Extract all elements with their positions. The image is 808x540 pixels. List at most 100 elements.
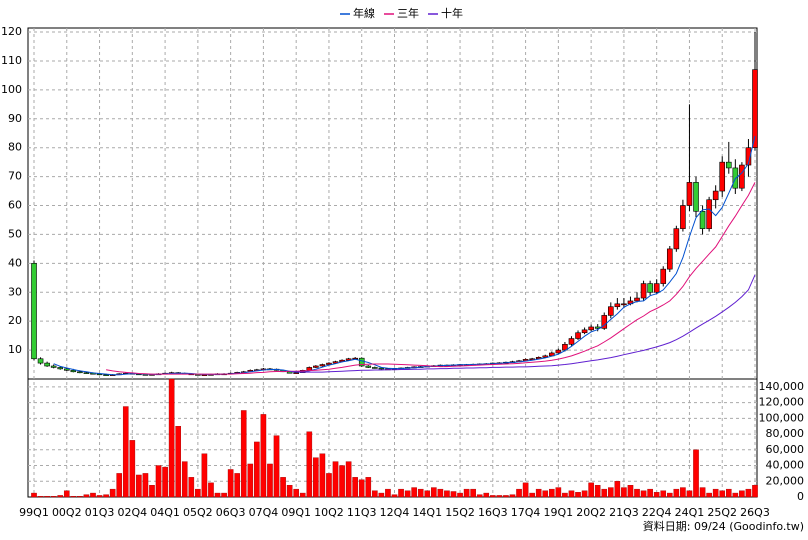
- ma-line: [53, 135, 756, 376]
- volume-bar: [358, 479, 365, 498]
- volume-bar: [149, 485, 155, 498]
- candle-body: [752, 69, 758, 148]
- volume-bar: [686, 490, 693, 498]
- volume-bar: [195, 488, 201, 498]
- y-tick-label: 100: [1, 83, 22, 96]
- x-tick-label: 00Q2: [52, 506, 82, 519]
- y2-tick-label: 40,000: [766, 459, 805, 472]
- y-tick-label: 110: [1, 54, 22, 67]
- volume-bar: [90, 492, 96, 498]
- candle-body: [621, 303, 627, 306]
- volume-bar: [706, 492, 712, 498]
- candle-body: [542, 355, 549, 358]
- volume-bar: [122, 406, 129, 498]
- ma-line: [106, 182, 756, 375]
- volume-bar: [516, 488, 522, 498]
- candle-body: [725, 161, 732, 169]
- candle-body: [634, 297, 640, 302]
- candle-body: [70, 370, 77, 373]
- x-tick-label: 10Q2: [314, 506, 344, 519]
- volume-bar: [496, 495, 503, 498]
- candle-body: [293, 372, 299, 374]
- volume-bar: [254, 441, 260, 498]
- volume-bar: [568, 490, 575, 498]
- candle-body: [50, 365, 57, 368]
- x-tick-label: 04Q1: [150, 506, 180, 519]
- volume-bar: [699, 487, 706, 498]
- volume-bar: [385, 488, 391, 498]
- volume-bar: [634, 488, 640, 498]
- volume-bar: [352, 477, 358, 498]
- y-tick-label: 20: [8, 314, 22, 327]
- candle-body: [332, 361, 339, 364]
- candle-body: [319, 364, 326, 367]
- volume-bar: [719, 490, 726, 498]
- x-tick-label: 17Q4: [511, 506, 541, 519]
- x-tick-label: 15Q2: [445, 506, 475, 519]
- y-tick-label: 30: [8, 285, 22, 298]
- volume-bar: [470, 488, 476, 498]
- volume-bar: [588, 482, 594, 498]
- y-tick-label: 120: [1, 25, 22, 38]
- x-tick-label: 21Q3: [609, 506, 639, 519]
- volume-bar: [457, 492, 463, 498]
- volume-bar: [437, 488, 444, 498]
- volume-bar: [693, 449, 699, 498]
- volume-bar: [608, 487, 614, 498]
- y2-tick-label: 60,000: [766, 443, 805, 456]
- volume-bar: [522, 482, 529, 498]
- volume-bar: [555, 487, 562, 498]
- candle-body: [739, 164, 745, 189]
- volume-bar: [372, 490, 378, 498]
- candle-body: [607, 306, 614, 316]
- volume-bar: [299, 492, 306, 498]
- candle-body: [614, 303, 621, 308]
- legend-label: 三年: [397, 6, 419, 20]
- y-tick-label: 60: [8, 199, 22, 212]
- candle-body: [378, 367, 385, 370]
- volume-bar: [247, 463, 254, 498]
- y2-tick-label: 80,000: [766, 427, 805, 440]
- volume-bar: [680, 487, 686, 498]
- candle-body: [575, 332, 581, 339]
- volume-bar: [319, 453, 326, 498]
- volume-bar: [424, 490, 431, 498]
- ma-line: [289, 274, 756, 373]
- candle-body: [103, 374, 109, 376]
- volume-bar: [208, 482, 214, 498]
- volume-bar: [411, 487, 417, 498]
- volume-bar: [378, 492, 385, 498]
- volume-bar: [575, 492, 581, 498]
- candle-body: [313, 365, 319, 368]
- volume-bar: [739, 490, 745, 498]
- volume-bar: [31, 492, 37, 498]
- volume-bar: [647, 488, 653, 498]
- volume-bar: [365, 477, 372, 498]
- x-tick-label: 14Q1: [412, 506, 442, 519]
- volume-bar: [339, 465, 345, 498]
- footer: 資料日期: 09/24 (Goodinfo.tw): [643, 519, 804, 533]
- candle-body: [306, 367, 313, 371]
- volume-bar: [417, 488, 424, 498]
- volume-bar: [63, 490, 70, 498]
- legend-label: 十年: [441, 6, 463, 20]
- x-tick-label: 20Q2: [576, 506, 606, 519]
- volume-bar: [444, 490, 450, 498]
- x-tick-label: 24Q1: [675, 506, 705, 519]
- volume-bar: [136, 474, 142, 498]
- volume-bar: [175, 426, 182, 498]
- volume-bar: [214, 492, 221, 498]
- volume-bar: [666, 492, 673, 498]
- volume-bar: [313, 457, 319, 498]
- volume-bar: [509, 494, 516, 498]
- x-tick-label: 02Q4: [117, 506, 147, 519]
- candle-body: [719, 161, 726, 192]
- volume-bar: [293, 488, 299, 498]
- candle-body: [686, 182, 693, 206]
- volume-bar: [286, 485, 293, 498]
- volume-bar: [129, 440, 136, 498]
- volume-bar: [116, 473, 123, 498]
- candle-body: [83, 372, 90, 374]
- y-tick-label: 40: [8, 256, 22, 269]
